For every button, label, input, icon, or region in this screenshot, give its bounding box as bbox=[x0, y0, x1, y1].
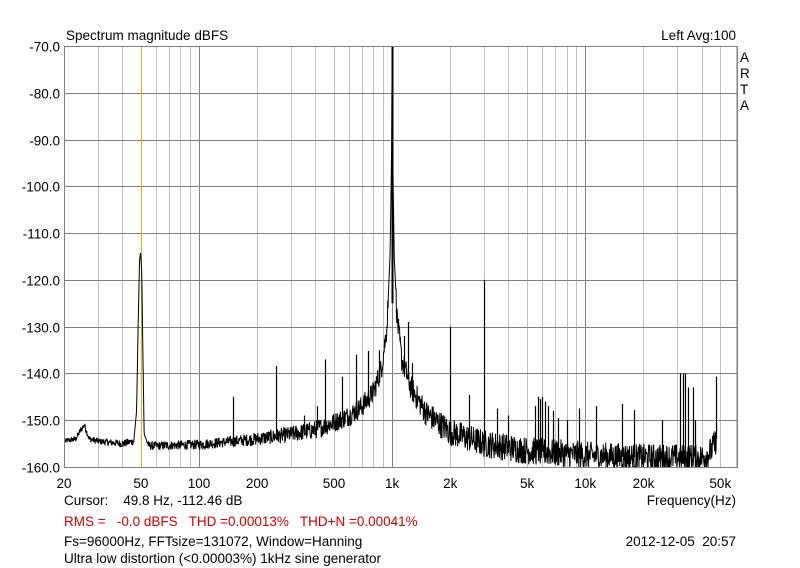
x-tick-label: 50 bbox=[133, 476, 148, 491]
logo-letter: T bbox=[740, 82, 748, 97]
x-axis-label: Frequency(Hz) bbox=[647, 493, 736, 508]
y-tick-label: -160.0 bbox=[22, 461, 60, 476]
y-tick-label: -130.0 bbox=[22, 321, 60, 336]
spectrum-line bbox=[64, 61, 718, 469]
logo-letter: A bbox=[740, 98, 749, 113]
datetime: 2012-12-05 20:57 bbox=[626, 534, 736, 549]
measurement-note: Ultra low distortion (<0.00003%) 1kHz si… bbox=[64, 551, 382, 566]
x-tick-label: 50k bbox=[709, 476, 731, 491]
plot-frame bbox=[64, 46, 738, 468]
x-tick-label: 1k bbox=[385, 476, 400, 491]
measurement-params: Fs=96000Hz, FFTsize=131072, Window=Hanni… bbox=[64, 534, 362, 549]
y-tick-label: -80.0 bbox=[29, 87, 60, 102]
spectrum-trace bbox=[64, 46, 718, 469]
y-tick-label: -110.0 bbox=[23, 227, 60, 242]
x-tick-labels: 20 50 100 200 500 1k 2k 5k 10k 20k 50k bbox=[56, 476, 731, 491]
logo-letter: A bbox=[740, 50, 749, 65]
x-tick-label: 200 bbox=[246, 476, 269, 491]
x-tick-label: 20k bbox=[633, 476, 655, 491]
y-tick-labels: -70.0 -80.0 -90.0 -100.0 -110.0 -120.0 -130.0 -… bbox=[22, 40, 60, 476]
y-tick-label: -90.0 bbox=[29, 134, 60, 149]
y-tick-label: -120.0 bbox=[22, 274, 60, 289]
logo-letter: R bbox=[740, 66, 750, 81]
x-tick-label: 100 bbox=[188, 476, 211, 491]
x-tick-label: 2k bbox=[443, 476, 458, 491]
y-tick-label: -100.0 bbox=[22, 180, 60, 195]
chart-title: Spectrum magnitude dBFS bbox=[66, 28, 228, 43]
x-tick-label: 500 bbox=[323, 476, 346, 491]
y-tick-label: -150.0 bbox=[22, 414, 60, 429]
grid bbox=[64, 46, 737, 468]
y-tick-label: -140.0 bbox=[22, 367, 60, 382]
cursor-readout: Cursor: 49.8 Hz, -112.46 dB bbox=[64, 493, 242, 508]
channel-avg-label: Left Avg:100 bbox=[661, 28, 736, 43]
y-tick-label: -70.0 bbox=[29, 40, 60, 55]
x-tick-label: 5k bbox=[520, 476, 535, 491]
x-tick-label: 10k bbox=[574, 476, 596, 491]
arta-logo: A R T A bbox=[740, 50, 750, 113]
metrics-readout: RMS = -0.0 dBFS THD =0.00013% THD+N =0.0… bbox=[64, 514, 418, 529]
x-tick-label: 20 bbox=[56, 476, 71, 491]
